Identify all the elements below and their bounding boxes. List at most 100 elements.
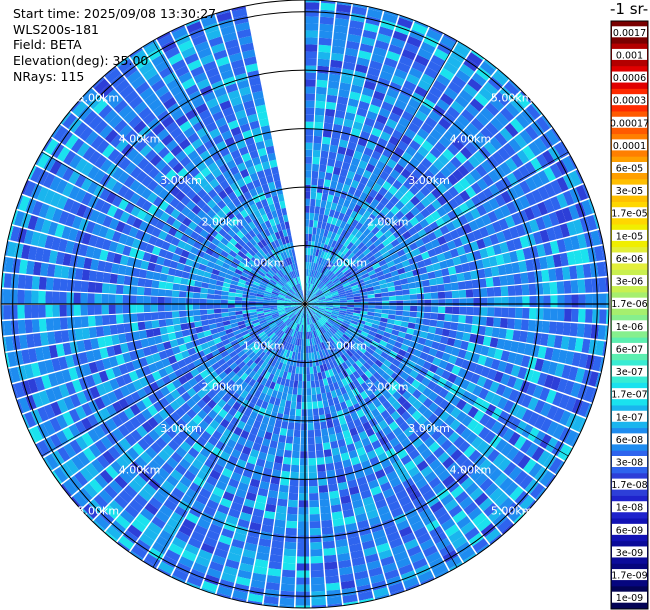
beam-gate bbox=[315, 386, 321, 395]
beam-gate bbox=[561, 207, 573, 222]
beam-gate bbox=[312, 227, 317, 235]
beam-gate bbox=[311, 255, 316, 263]
beam-gate bbox=[515, 224, 526, 237]
beam-gate bbox=[459, 190, 471, 202]
beam-gate bbox=[352, 362, 360, 371]
beam-gate bbox=[444, 291, 453, 299]
beam-gate bbox=[309, 292, 314, 299]
beam-gate bbox=[491, 221, 503, 233]
beam-gate bbox=[574, 368, 586, 383]
beam-gate bbox=[179, 317, 188, 324]
beam-gate bbox=[316, 311, 323, 317]
beam-gate bbox=[420, 186, 431, 197]
beam-gate bbox=[444, 362, 455, 373]
beam-gate bbox=[420, 73, 435, 86]
beam-gate bbox=[402, 294, 411, 301]
beam-gate bbox=[59, 317, 68, 330]
beam-gate bbox=[361, 87, 374, 98]
beam-gate bbox=[307, 437, 315, 445]
beam-gate bbox=[331, 266, 338, 273]
beam-gate bbox=[450, 282, 459, 291]
beam-gate bbox=[329, 255, 336, 263]
beam-gate bbox=[390, 205, 400, 215]
beam-gate bbox=[384, 524, 398, 536]
beam-gate bbox=[500, 107, 515, 122]
beam-gate bbox=[364, 387, 374, 397]
beam-gate bbox=[502, 386, 513, 399]
beam-gate bbox=[447, 210, 458, 221]
beam-gate bbox=[444, 524, 460, 537]
beam-gate bbox=[435, 350, 445, 360]
beam-gate bbox=[310, 569, 324, 578]
beam-gate bbox=[330, 274, 337, 281]
beam-gate bbox=[530, 483, 545, 499]
beam-gate bbox=[192, 292, 201, 299]
beam-gate bbox=[468, 261, 477, 271]
beam-gate bbox=[108, 304, 116, 315]
beam-gate bbox=[320, 357, 326, 365]
beam-gate bbox=[346, 294, 354, 298]
beam-gate bbox=[453, 194, 465, 206]
beam-gate bbox=[536, 308, 544, 320]
beam-gate bbox=[256, 306, 264, 310]
beam-gate bbox=[322, 315, 329, 320]
beam-gate bbox=[406, 73, 420, 86]
beam-gate bbox=[352, 77, 365, 87]
beam-gate bbox=[524, 207, 535, 221]
beam-gate bbox=[310, 555, 323, 564]
beam-gate bbox=[307, 302, 312, 304]
beam-gate bbox=[437, 422, 449, 434]
beam-gate bbox=[373, 337, 382, 344]
beam-gate bbox=[471, 279, 480, 289]
beam-gate bbox=[351, 157, 361, 167]
beam-gate bbox=[454, 264, 464, 274]
beam-gate bbox=[506, 446, 520, 461]
beam-gate bbox=[370, 235, 379, 244]
beam-gate bbox=[335, 341, 342, 349]
beam-gate bbox=[375, 498, 388, 510]
beam-gate bbox=[404, 104, 418, 116]
beam-gate bbox=[549, 240, 560, 255]
beam-gate bbox=[351, 556, 366, 567]
beam-gate bbox=[360, 533, 374, 543]
beam-gate bbox=[318, 357, 323, 366]
beam-gate bbox=[420, 122, 434, 134]
beam-gate bbox=[174, 331, 184, 339]
beam-gate bbox=[332, 454, 342, 463]
beam-gate bbox=[305, 306, 307, 311]
beam-gate bbox=[235, 310, 243, 315]
beam-gate bbox=[421, 420, 433, 431]
beam-gate bbox=[589, 262, 599, 278]
beam-gate bbox=[339, 300, 348, 303]
beam-gate bbox=[361, 273, 370, 279]
beam-gate bbox=[452, 119, 466, 133]
beam-gate bbox=[388, 291, 396, 297]
beam-gate bbox=[366, 334, 375, 341]
beam-gate bbox=[382, 12, 398, 24]
beam-gate bbox=[305, 16, 319, 24]
beam-gate bbox=[486, 155, 499, 169]
beam-gate bbox=[312, 408, 319, 416]
beam-gate bbox=[531, 173, 544, 188]
beam-gate bbox=[328, 209, 336, 218]
beam-gate bbox=[310, 284, 314, 292]
beam-gate bbox=[552, 254, 562, 268]
beam-gate bbox=[470, 324, 479, 334]
beam-gate bbox=[460, 340, 469, 351]
beam-gate bbox=[519, 495, 535, 511]
beam-gate bbox=[488, 197, 500, 210]
beam-gate bbox=[325, 306, 333, 309]
beam-gate bbox=[558, 349, 568, 364]
beam-gate bbox=[306, 283, 309, 291]
beam-gate bbox=[342, 322, 350, 328]
beam-gate bbox=[326, 280, 333, 287]
beam-gate bbox=[180, 323, 189, 331]
beam-gate bbox=[450, 485, 465, 499]
beam-gate bbox=[555, 267, 564, 281]
beam-gate bbox=[574, 337, 584, 352]
beam-gate bbox=[307, 306, 311, 310]
beam-gate bbox=[557, 295, 565, 308]
beam-gate bbox=[447, 143, 460, 156]
beam-gate bbox=[559, 252, 569, 267]
beam-gate bbox=[407, 174, 419, 185]
